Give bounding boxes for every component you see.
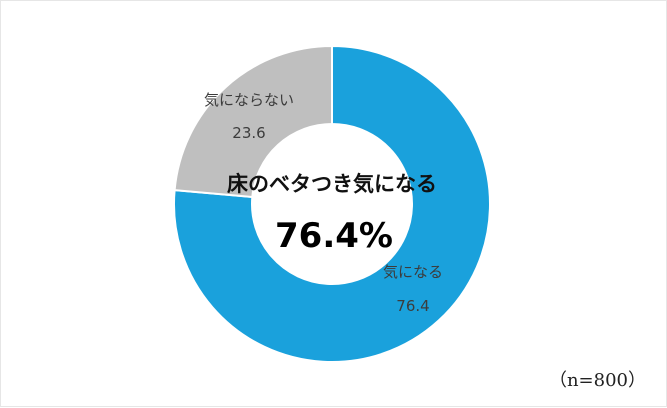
slice-value-label: 76.4 bbox=[396, 297, 429, 315]
slice-value-label: 23.6 bbox=[232, 124, 265, 142]
slice-group bbox=[173, 44, 491, 363]
donut-slice-concerned bbox=[173, 44, 491, 363]
slice-category-label: 気になる bbox=[383, 263, 443, 281]
center-title: 床のベタつき気になる bbox=[227, 172, 437, 196]
center-value: 76.4% bbox=[275, 216, 393, 256]
slice-category-label: 気にならない bbox=[204, 91, 294, 109]
slice-label-group: 気になる 76.4 気にならない 23.6 bbox=[204, 91, 443, 315]
sample-size-note: （n=800） bbox=[548, 370, 646, 391]
donut-slice-not-concerned bbox=[173, 44, 333, 199]
